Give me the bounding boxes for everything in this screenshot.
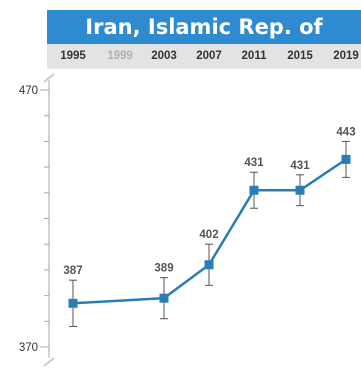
data-label: 431	[290, 160, 310, 172]
year-label: 2011	[241, 50, 267, 62]
data-label: 387	[63, 265, 82, 277]
data-label: 389	[154, 263, 173, 275]
year-label: 1995	[60, 50, 86, 62]
y-tick-label: 370	[19, 342, 38, 354]
year-label: 2015	[287, 50, 313, 62]
data-point-marker	[295, 185, 305, 195]
data-label: 443	[336, 126, 355, 138]
axis-break-bottom	[43, 357, 55, 367]
year-label: 2019	[333, 50, 359, 62]
series-line	[72, 158, 347, 305]
data-point-marker	[68, 298, 78, 308]
y-tick-label: 470	[19, 85, 38, 97]
data-point-marker	[249, 185, 259, 195]
chart-title: Iran, Islamic Rep. of	[47, 10, 361, 44]
data-point-marker	[204, 260, 214, 270]
data-point-marker	[341, 154, 351, 164]
year-label: 1999	[107, 50, 133, 62]
data-point-marker	[159, 293, 169, 303]
axis-break-top	[43, 73, 55, 83]
year-header: 1995 1999 2003 2007 2011 2015 2019	[47, 44, 361, 69]
data-label: 431	[244, 157, 264, 169]
year-label: 2003	[151, 50, 177, 62]
data-label: 402	[199, 229, 218, 241]
year-label: 2007	[196, 50, 222, 62]
